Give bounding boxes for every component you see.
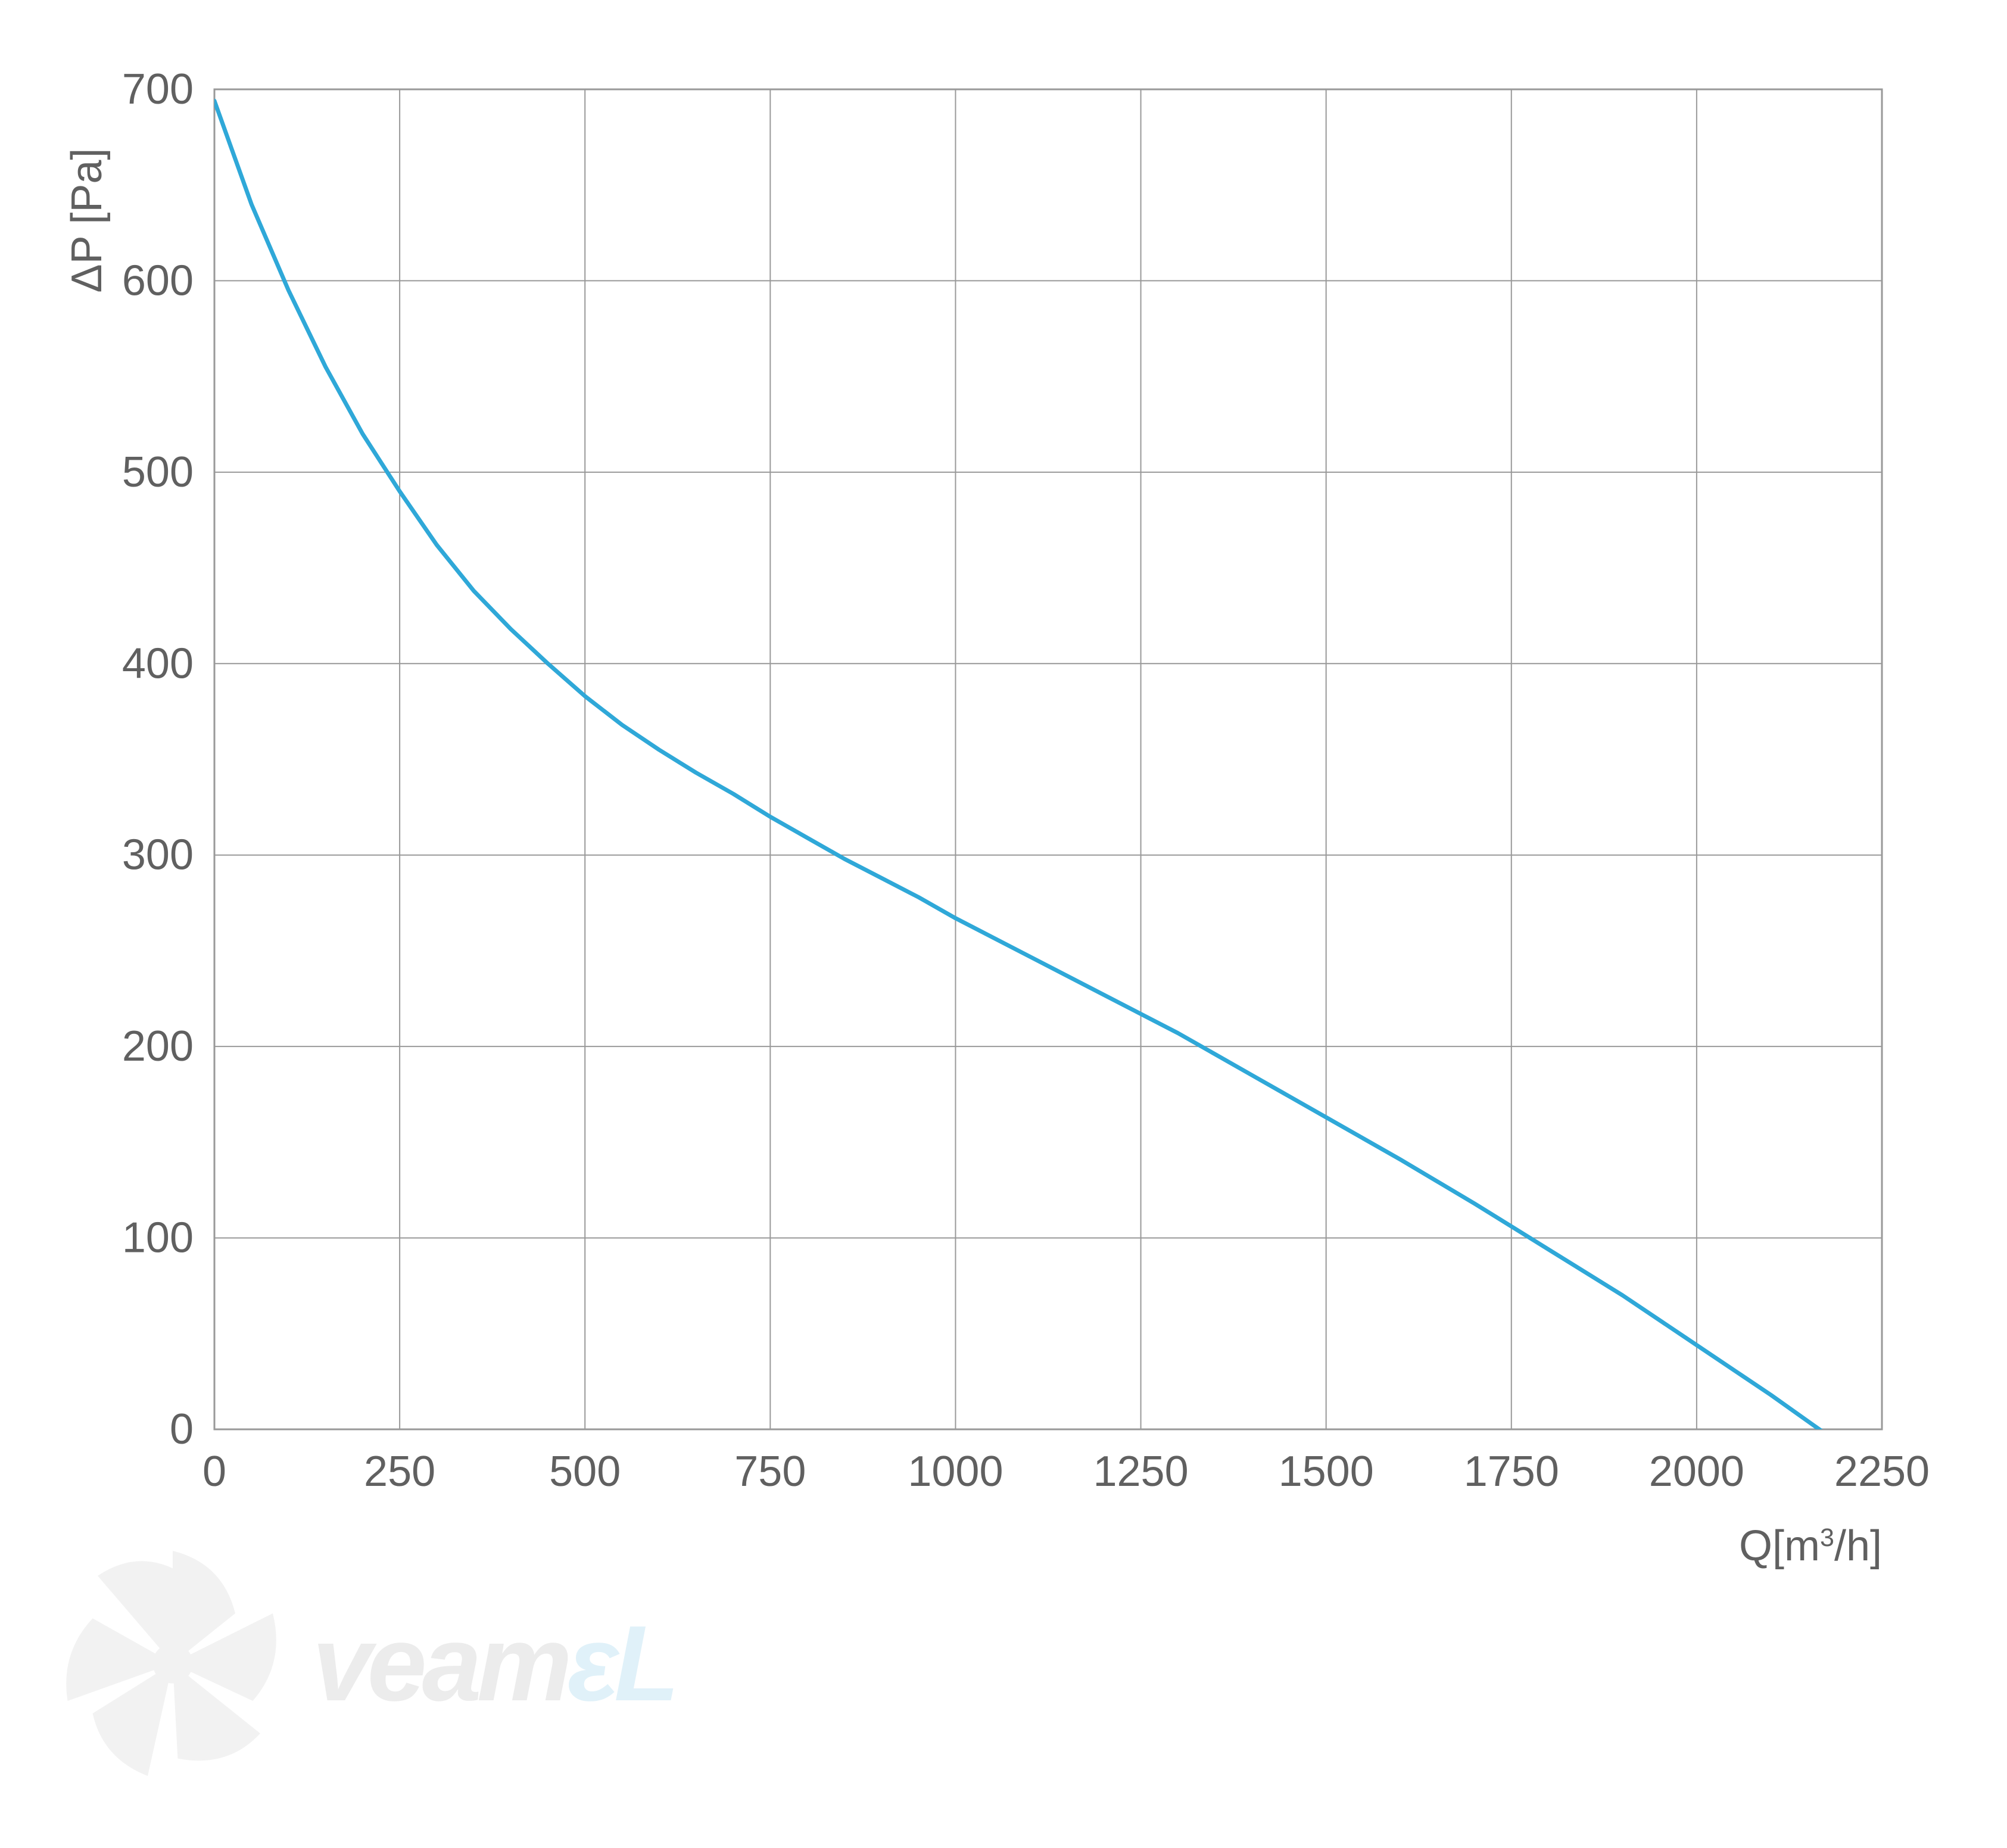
x-tick-label: 1000 xyxy=(908,1448,1003,1495)
y-tick-label: 400 xyxy=(122,640,194,687)
x-tick-label: 1500 xyxy=(1279,1448,1374,1495)
y-tick-label: 700 xyxy=(122,66,194,113)
y-tick-label: 200 xyxy=(122,1023,194,1070)
y-tick-label: 100 xyxy=(122,1214,194,1262)
y-tick-label: 300 xyxy=(122,831,194,879)
x-tick-label: 2250 xyxy=(1834,1448,1930,1495)
x-tick-label: 1750 xyxy=(1464,1448,1559,1495)
x-tick-label: 1250 xyxy=(1093,1448,1188,1495)
x-tick-label: 500 xyxy=(549,1448,621,1495)
fan-curve-chart: 0 100 200 300 400 500 600 700 0 250 500 750 1000 1250… xyxy=(30,30,1977,1727)
y-axis-label: ΔP [Pa] xyxy=(63,148,111,293)
y-tick-label: 600 xyxy=(122,257,194,304)
x-tick-label: 250 xyxy=(364,1448,435,1495)
fan-curve-line xyxy=(214,101,1830,1437)
plot-border xyxy=(214,89,1882,1429)
y-tick-label: 500 xyxy=(122,448,194,496)
chart-container: 0 100 200 300 400 500 600 700 0 250 500 750 1000 1250… xyxy=(30,30,1977,1816)
x-tick-label: 0 xyxy=(202,1448,226,1495)
x-tick-label: 2000 xyxy=(1649,1448,1744,1495)
y-tick-label: 0 xyxy=(170,1406,194,1453)
x-axis-label: Q[m3/h] xyxy=(1739,1522,1882,1570)
x-tick-label: 750 xyxy=(734,1448,806,1495)
